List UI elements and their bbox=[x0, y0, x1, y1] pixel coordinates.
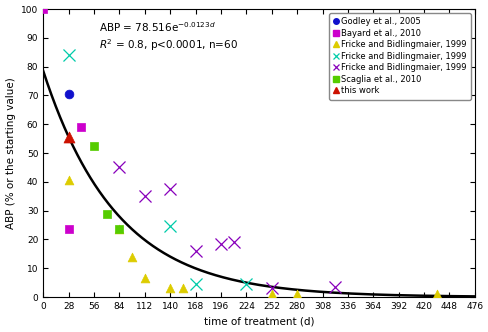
Point bbox=[191, 282, 199, 287]
Text: ABP = 78.516e$^{-0.0123d}$
$R^2$ = 0.8, p<0.0001, n=60: ABP = 78.516e$^{-0.0123d}$ $R^2$ = 0.8, … bbox=[99, 21, 238, 52]
Point bbox=[166, 186, 174, 192]
Point bbox=[166, 224, 174, 229]
Point bbox=[293, 291, 301, 297]
Point bbox=[90, 143, 98, 148]
Point bbox=[64, 227, 72, 232]
Point bbox=[229, 240, 237, 245]
Point bbox=[77, 124, 85, 130]
Point bbox=[115, 227, 123, 232]
Point bbox=[64, 134, 72, 140]
Point bbox=[217, 241, 224, 246]
Point bbox=[64, 52, 72, 58]
Point bbox=[141, 194, 148, 199]
Point bbox=[64, 91, 72, 97]
Y-axis label: ABP (% or the starting value): ABP (% or the starting value) bbox=[5, 77, 16, 229]
Point bbox=[141, 276, 148, 281]
Point bbox=[331, 284, 339, 290]
Point bbox=[115, 227, 123, 232]
Point bbox=[64, 178, 72, 183]
Point bbox=[128, 254, 136, 259]
Point bbox=[102, 211, 110, 216]
X-axis label: time of treatment (d): time of treatment (d) bbox=[203, 316, 314, 326]
Point bbox=[432, 291, 440, 297]
Point bbox=[166, 286, 174, 291]
Point bbox=[267, 286, 275, 291]
Point bbox=[39, 6, 47, 12]
Point bbox=[242, 282, 250, 287]
Point bbox=[191, 248, 199, 254]
Point bbox=[179, 286, 186, 291]
Legend: Godley et al., 2005, Bayard et al., 2010, Fricke and Bidlingmaier, 1999, Fricke : Godley et al., 2005, Bayard et al., 2010… bbox=[329, 13, 470, 100]
Point bbox=[115, 165, 123, 170]
Point bbox=[267, 291, 275, 297]
